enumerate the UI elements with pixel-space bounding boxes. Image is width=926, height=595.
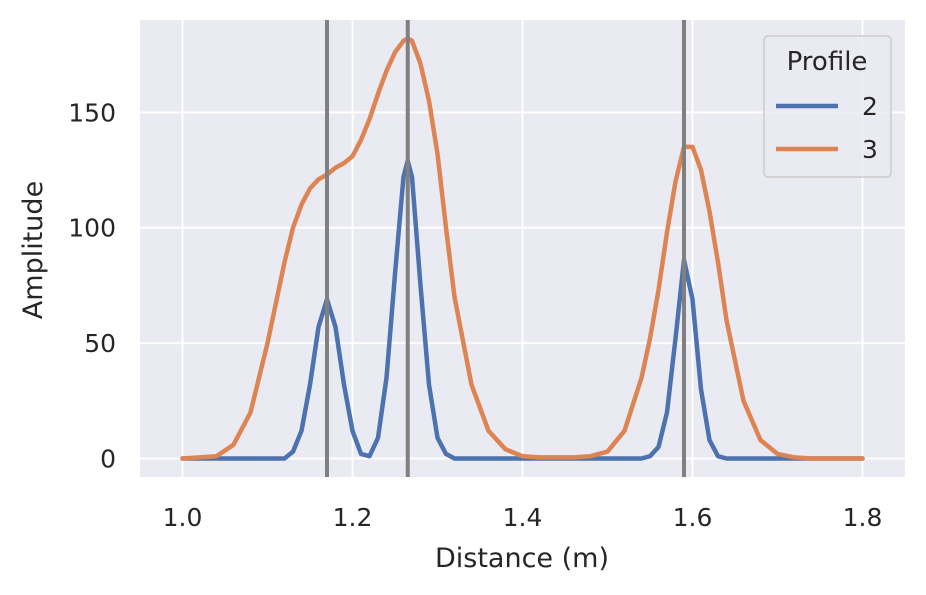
y-tick-label-0: 0: [100, 445, 116, 474]
data-series: [180, 36, 865, 461]
vertical-markers: [325, 20, 686, 477]
x-axis-title: Distance (m): [435, 543, 609, 574]
x-axis-ticks: 1.0 1.2 1.4 1.6 1.8: [163, 503, 883, 532]
legend-label-2: 2: [862, 92, 878, 121]
x-tick-label-4: 1.8: [843, 503, 883, 532]
series-line-3: [180, 36, 865, 461]
x-tick-label-1: 1.2: [333, 503, 373, 532]
legend: Profile 2 3: [763, 35, 892, 178]
y-tick-label-1: 50: [84, 329, 116, 358]
x-tick-label-0: 1.0: [163, 503, 203, 532]
x-tick-label-2: 1.4: [503, 503, 543, 532]
legend-label-3: 3: [862, 135, 878, 164]
series-line-2: [180, 158, 865, 461]
x-tick-label-3: 1.6: [673, 503, 713, 532]
legend-title: Profile: [787, 47, 868, 77]
y-axis-title: Amplitude: [18, 181, 49, 319]
y-tick-label-2: 100: [68, 214, 116, 243]
y-axis-ticks: 0 50 100 150: [68, 98, 116, 473]
y-tick-label-3: 150: [68, 98, 116, 127]
